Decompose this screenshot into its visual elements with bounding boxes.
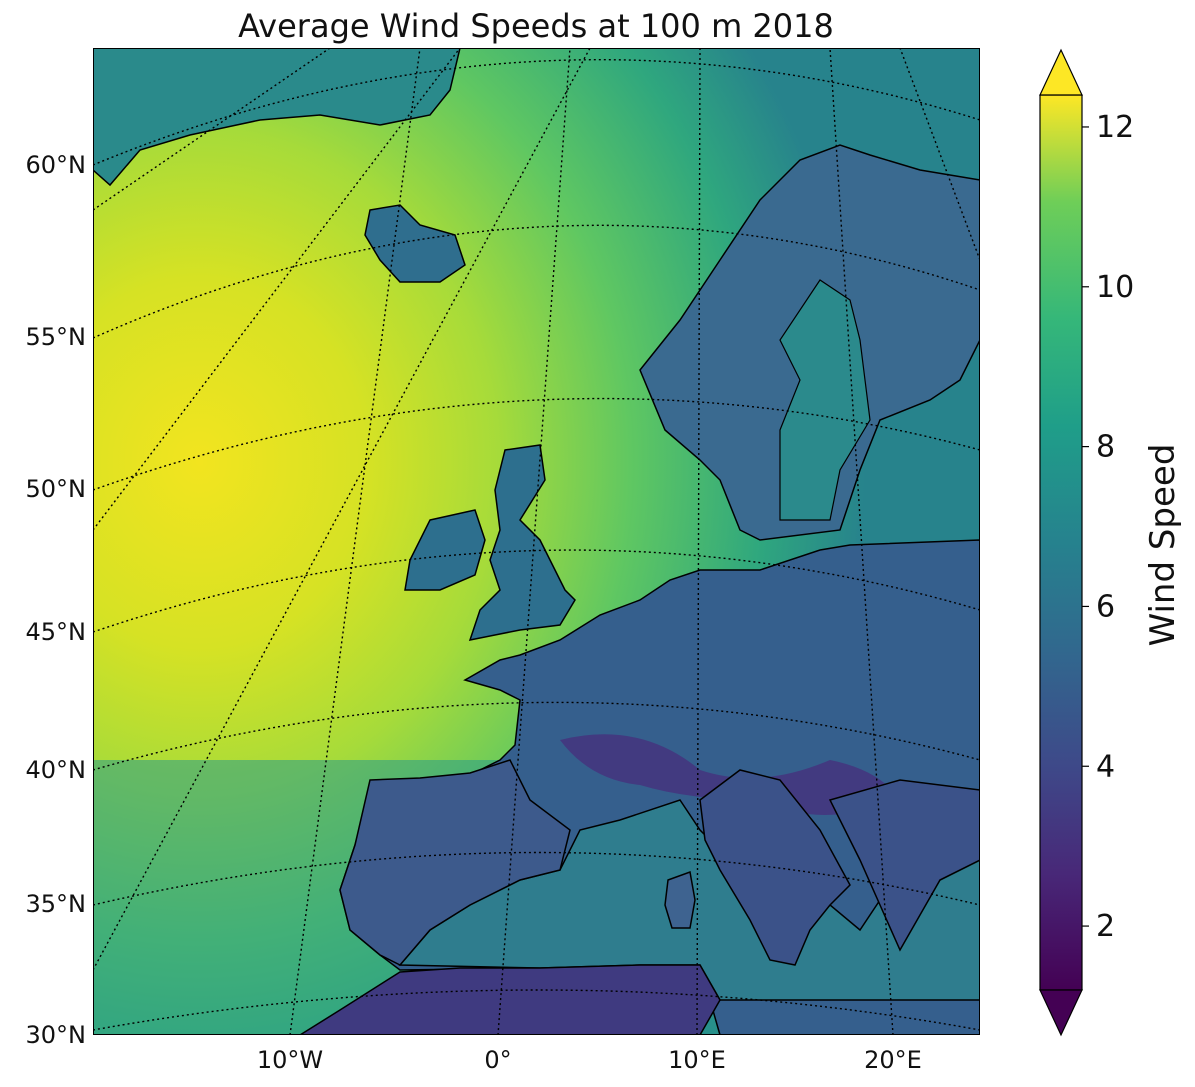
lat-label-45: 45°N [26,618,87,646]
map-title: Average Wind Speeds at 100 m 2018 [238,7,834,45]
colorbar-ticks: 2 4 6 8 10 12 [1082,110,1134,944]
colorbar-extend-max [1039,48,1083,96]
great-britain [468,444,576,641]
colorbar-tick-label: 2 [1096,909,1115,944]
lon-label-20e: 20°E [864,1046,922,1074]
lat-label-50: 50°N [26,475,87,503]
iberia [339,759,571,966]
lon-label-10e: 10°E [668,1046,726,1074]
colorbar-tick-label: 12 [1096,110,1134,145]
colorbar-tick-label: 4 [1096,749,1115,784]
colorbar-extend-min [1039,989,1083,1037]
lon-label-10w: 10°W [257,1046,323,1074]
lat-label-35: 35°N [26,890,87,918]
colorbar-tick-label: 10 [1096,270,1134,305]
lat-label-30: 30°N [26,1021,87,1049]
lat-label-60: 60°N [26,151,87,179]
colorbar-tick-label: 6 [1096,589,1115,624]
north-africa [298,964,721,1035]
lat-label-40: 40°N [26,756,87,784]
graticule [93,48,980,1035]
colorbar-ramp [1039,94,1083,991]
colorbar: 2 4 6 8 10 12 Wind Speed [1039,48,1183,1037]
greenland [93,48,461,187]
colorbar-tick-label: 8 [1096,430,1115,465]
iceland [364,204,466,283]
ireland [404,509,486,591]
lat-label-55: 55°N [26,323,87,351]
map-panel [93,48,980,1035]
longitude-labels: 10°W 0° 10°E 20°E [257,1046,922,1074]
lon-label-0: 0° [484,1046,511,1074]
latitude-labels: 60°N 55°N 50°N 45°N 40°N 35°N 30°N [26,151,87,1049]
colorbar-label: Wind Speed [1143,444,1183,647]
